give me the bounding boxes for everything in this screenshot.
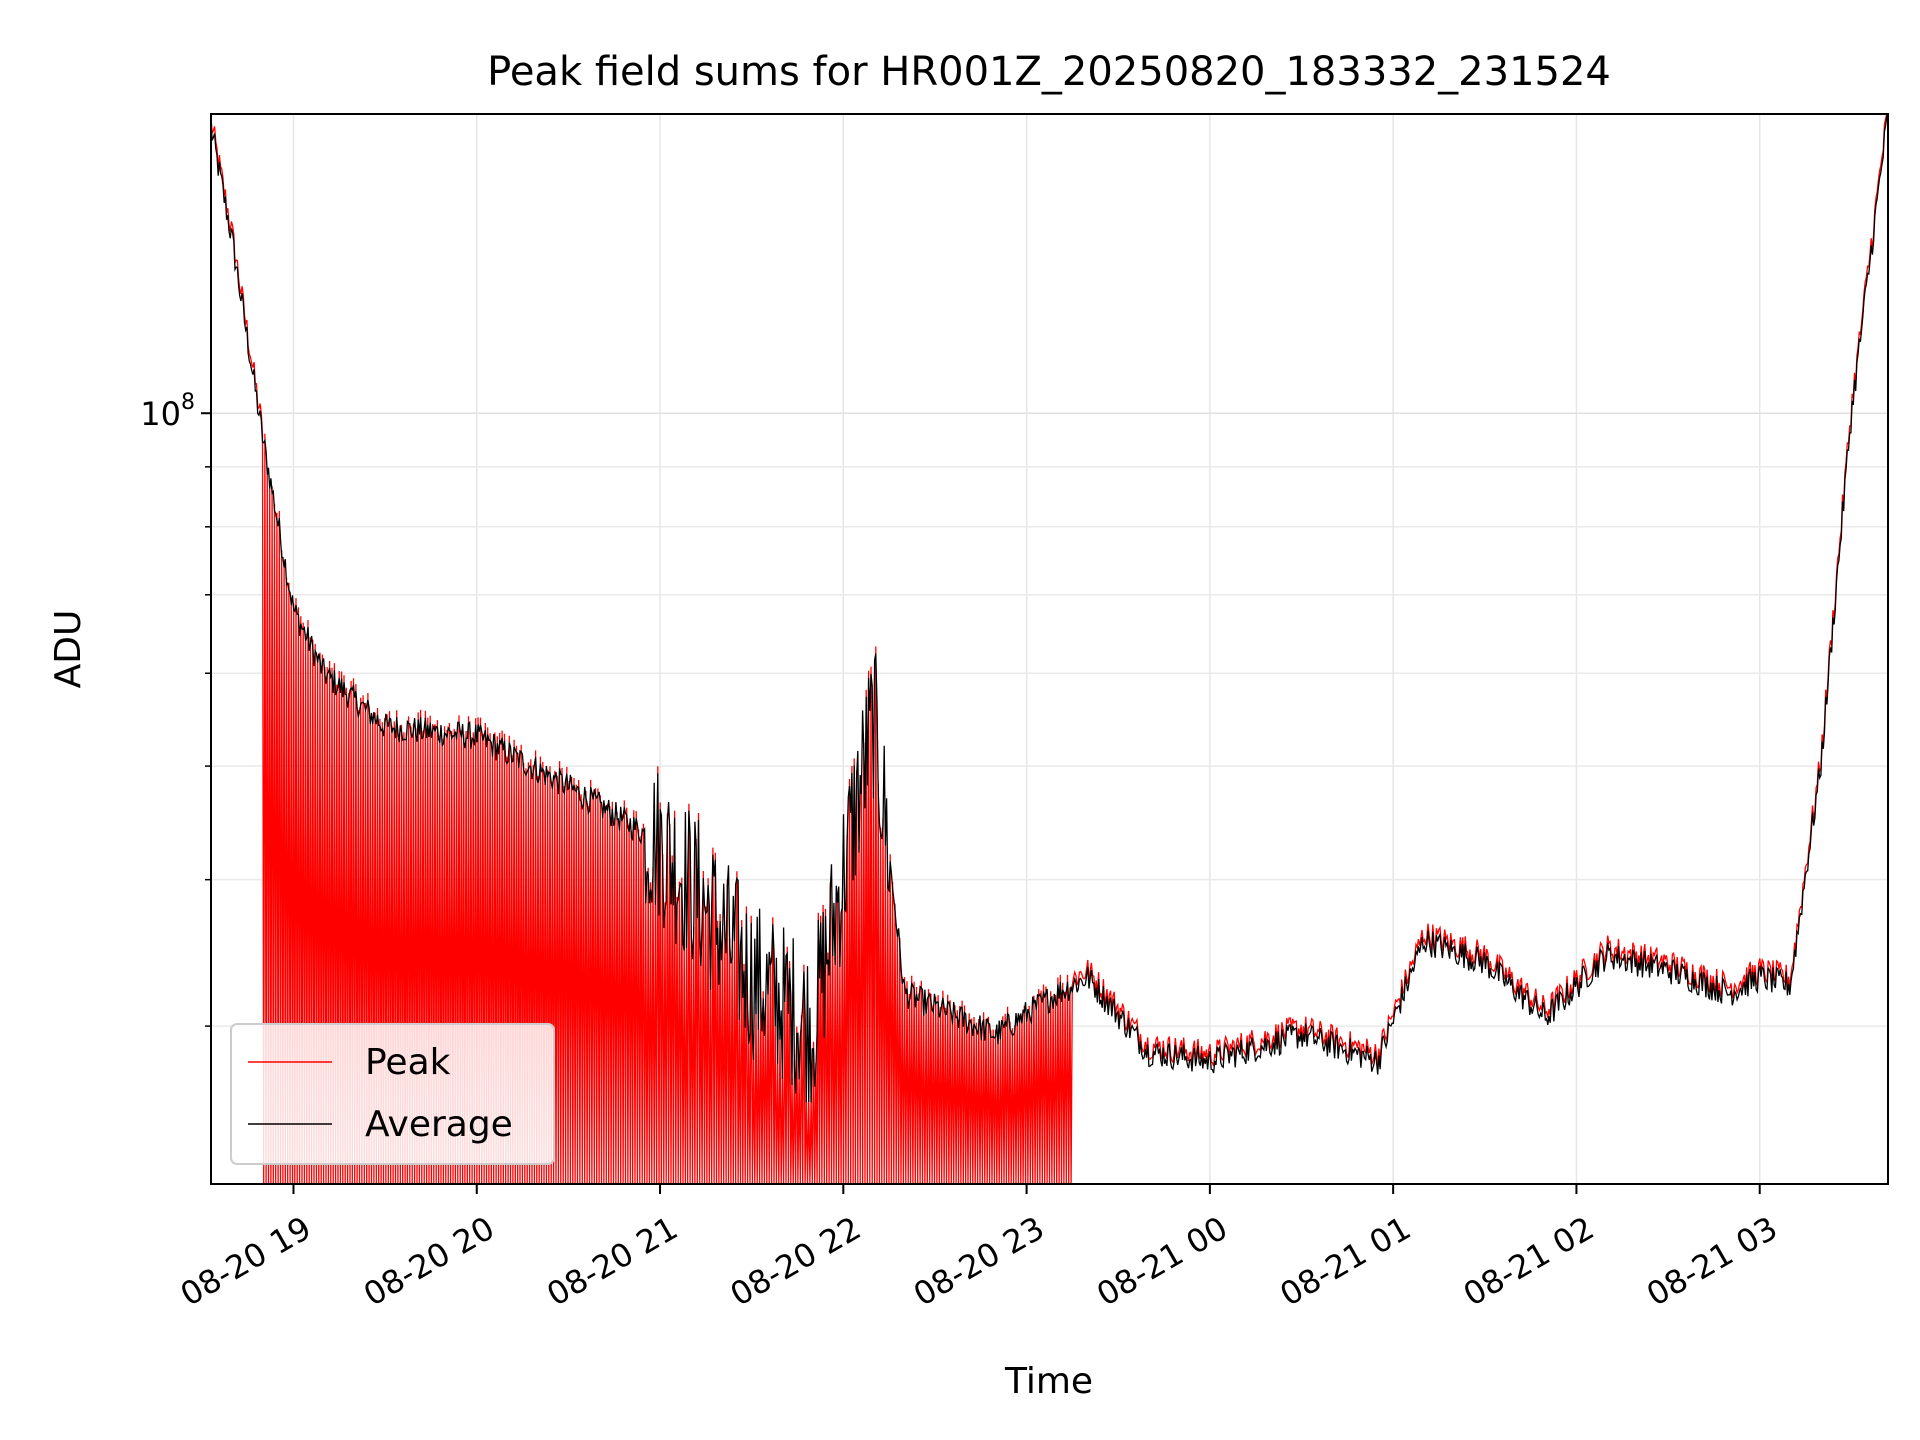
plot-frame	[210, 113, 1889, 1185]
chart-title: Peak field sums for HR001Z_20250820_1833…	[487, 49, 1611, 95]
legend-peak-label: Peak	[365, 1042, 451, 1083]
y-axis-label: ADU	[48, 610, 89, 689]
grid	[211, 114, 1888, 1184]
series-peak-line	[211, 114, 1888, 1184]
legend-average-label: Average	[365, 1104, 513, 1145]
legend-box	[230, 1023, 555, 1165]
plot-data	[211, 114, 1888, 1184]
x-axis-label: Time	[1004, 1361, 1093, 1402]
legend: Peak Average	[230, 1023, 555, 1165]
series-average-line	[211, 114, 1888, 1103]
